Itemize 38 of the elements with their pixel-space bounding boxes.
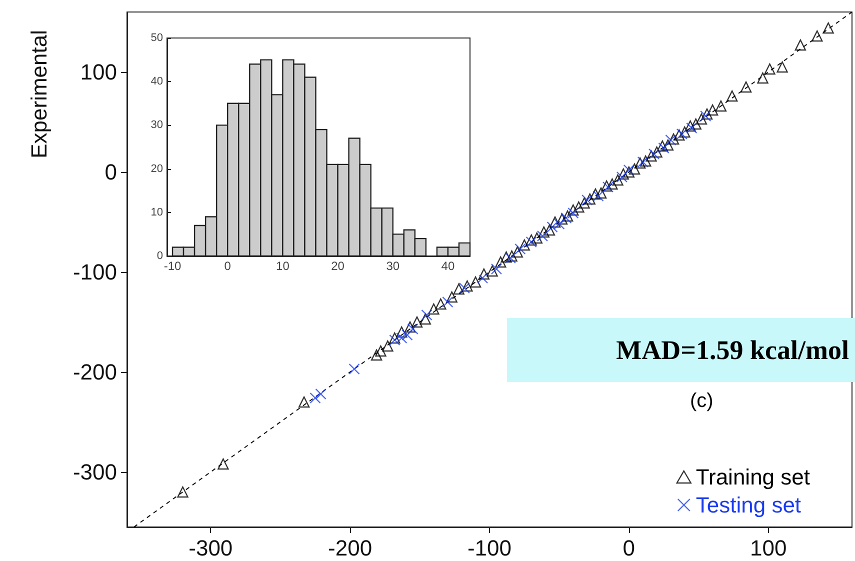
point xyxy=(389,334,400,346)
x-tick-label: 40 xyxy=(441,259,455,273)
point xyxy=(407,323,418,335)
y-tick-label: 0 xyxy=(156,250,163,262)
point xyxy=(592,190,604,202)
y-tick-label: 30 xyxy=(150,119,163,132)
x-tick-label: 30 xyxy=(386,259,400,273)
y-tick-label: 0 xyxy=(104,160,117,184)
y-tick-label: 100 xyxy=(80,60,117,84)
text-box: MAD=1.59 kcal/mol xyxy=(507,318,855,382)
legend-label: Training set xyxy=(696,464,810,490)
x-tick-label: 10 xyxy=(276,259,290,273)
point xyxy=(568,207,579,219)
y-tick-label: 10 xyxy=(150,206,163,218)
point xyxy=(348,363,360,375)
x-tick-label: 100 xyxy=(750,536,787,560)
y-tick-label: 40 xyxy=(150,76,163,88)
point xyxy=(637,156,648,168)
legend-label: Testing set xyxy=(696,492,802,518)
point xyxy=(310,392,321,404)
x-tick-label: -100 xyxy=(467,536,512,560)
x-tick-label: -10 xyxy=(164,259,182,273)
x-tick-label: -300 xyxy=(188,536,233,560)
point xyxy=(315,388,326,400)
x-tick-label: 20 xyxy=(331,259,345,273)
annotation: (c) xyxy=(690,390,714,413)
point xyxy=(581,194,593,206)
x-tick-label: -200 xyxy=(328,536,372,560)
x-tick-label: 0 xyxy=(224,259,232,273)
point xyxy=(421,309,432,321)
y-axis-title: Experimental xyxy=(26,30,52,158)
y-tick-label: 20 xyxy=(150,162,163,175)
x-tick-label: 0 xyxy=(622,536,636,560)
y-tick-label: 50 xyxy=(150,32,163,44)
point xyxy=(648,148,660,160)
y-tick-label: -300 xyxy=(72,460,117,484)
y-tick-label: -200 xyxy=(72,360,117,384)
point xyxy=(676,128,688,140)
